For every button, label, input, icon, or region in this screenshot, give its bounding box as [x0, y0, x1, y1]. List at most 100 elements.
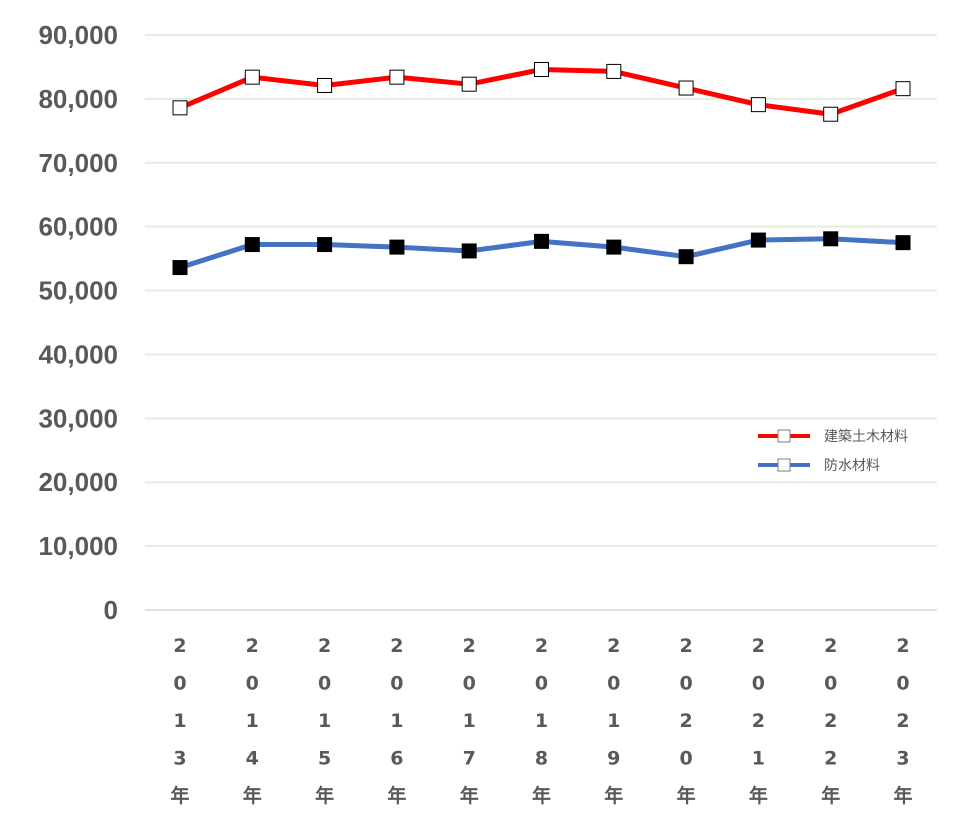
y-tick-label: 80,000 — [38, 84, 118, 114]
x-tick-label: 2 0 1 4 年 — [243, 635, 262, 807]
data-point — [606, 239, 622, 255]
x-tick-char: 0 — [679, 748, 692, 770]
x-tick-char: 1 — [318, 710, 331, 732]
x-tick-char: 1 — [535, 710, 548, 732]
y-tick-label: 40,000 — [38, 339, 118, 369]
data-point — [678, 249, 694, 265]
x-tick-char: 2 — [824, 635, 837, 657]
x-tick-char: 8 — [535, 748, 548, 770]
legend-item: 防水材料 — [758, 458, 880, 474]
x-tick-char: 3 — [896, 748, 909, 770]
data-point — [244, 69, 260, 85]
y-tick-label: 10,000 — [38, 531, 118, 561]
x-tick-label: 2 0 1 7 年 — [460, 635, 479, 807]
x-tick-label: 2 0 1 6 年 — [387, 635, 406, 807]
x-tick-label: 2 0 1 3 年 — [170, 635, 189, 807]
x-tick-char: 2 — [679, 635, 692, 657]
legend-marker — [777, 458, 791, 472]
x-tick-label: 2 0 2 1 年 — [749, 635, 768, 807]
x-tick-char: 2 — [752, 635, 765, 657]
x-tick-char: 年 — [387, 784, 406, 807]
y-tick-label: 60,000 — [38, 212, 118, 242]
data-point — [895, 81, 911, 97]
y-axis: 0 10,000 20,000 30,000 40,000 50,000 60,000 70,… — [38, 20, 118, 625]
data-point — [678, 80, 694, 96]
data-point — [895, 235, 911, 251]
x-tick-char: 年 — [749, 784, 768, 807]
data-point — [823, 106, 839, 122]
data-point — [244, 237, 260, 253]
x-tick-char: 0 — [679, 673, 692, 695]
y-tick-label: 30,000 — [38, 403, 118, 433]
y-tick-label: 90,000 — [38, 20, 118, 50]
legend-label: 建築土木材料 — [824, 429, 908, 445]
x-tick-char: 5 — [318, 748, 331, 770]
data-point — [461, 243, 477, 259]
data-point — [317, 77, 333, 93]
data-point — [172, 260, 188, 276]
x-tick-char: 6 — [390, 748, 403, 770]
x-tick-char: 2 — [824, 748, 837, 770]
x-tick-char: 年 — [243, 784, 262, 807]
x-tick-char: 2 — [896, 710, 909, 732]
y-tick-label: 20,000 — [38, 467, 118, 497]
x-tick-char: 2 — [246, 635, 259, 657]
data-point — [461, 76, 477, 92]
y-tick-label: 0 — [104, 595, 118, 625]
data-point — [389, 239, 405, 255]
data-point — [606, 63, 622, 79]
y-tick-label: 50,000 — [38, 276, 118, 306]
x-tick-char: 2 — [463, 635, 476, 657]
x-tick-char: 0 — [173, 673, 186, 695]
x-tick-char: 4 — [246, 748, 259, 770]
x-axis: 2 0 1 3 年 2 0 1 4 年 2 0 1 5 年 2 0 1 6 年 2 0 1 7 年 2 0 1 8 年 2 0 1 9 年 2 0 2 0 年… — [170, 635, 912, 807]
x-tick-char: 年 — [170, 784, 189, 807]
x-tick-char: 1 — [463, 710, 476, 732]
x-tick-char: 年 — [532, 784, 551, 807]
series-1 — [172, 62, 911, 122]
x-tick-char: 2 — [535, 635, 548, 657]
data-point — [750, 232, 766, 248]
data-point — [534, 62, 549, 77]
x-tick-char: 年 — [460, 784, 479, 807]
x-tick-char: 1 — [173, 710, 186, 732]
x-tick-char: 年 — [604, 784, 623, 807]
data-point — [534, 233, 549, 249]
x-tick-char: 2 — [318, 635, 331, 657]
x-tick-label: 2 0 1 8 年 — [532, 635, 551, 807]
x-tick-char: 2 — [679, 710, 692, 732]
x-tick-char: 2 — [390, 635, 403, 657]
x-tick-char: 0 — [752, 673, 765, 695]
data-point — [823, 231, 839, 247]
legend-item: 建築土木材料 — [758, 429, 908, 445]
x-tick-label: 2 0 2 2 年 — [821, 635, 840, 807]
x-tick-char: 年 — [821, 784, 840, 807]
x-tick-char: 2 — [824, 710, 837, 732]
x-tick-char: 2 — [173, 635, 186, 657]
x-tick-char: 0 — [390, 673, 403, 695]
data-point — [172, 100, 188, 116]
data-point — [750, 97, 766, 113]
x-tick-label: 2 0 1 5 年 — [315, 635, 334, 807]
series — [172, 62, 911, 276]
x-tick-char: 2 — [752, 710, 765, 732]
data-point — [317, 237, 333, 253]
x-tick-char: 1 — [390, 710, 403, 732]
x-tick-char: 年 — [677, 784, 696, 807]
x-tick-char: 1 — [607, 710, 620, 732]
x-tick-label: 2 0 1 9 年 — [604, 635, 623, 807]
x-tick-label: 2 0 2 0 年 — [677, 635, 696, 807]
x-tick-char: 年 — [315, 784, 334, 807]
x-tick-char: 年 — [893, 784, 912, 807]
x-tick-char: 9 — [607, 748, 620, 770]
data-point — [389, 69, 405, 85]
x-tick-char: 1 — [752, 748, 765, 770]
y-tick-label: 70,000 — [38, 148, 118, 178]
x-tick-char: 0 — [896, 673, 909, 695]
x-tick-char: 2 — [607, 635, 620, 657]
x-tick-char: 0 — [824, 673, 837, 695]
x-tick-char: 0 — [246, 673, 259, 695]
x-tick-label: 2 0 2 3 年 — [893, 635, 912, 807]
